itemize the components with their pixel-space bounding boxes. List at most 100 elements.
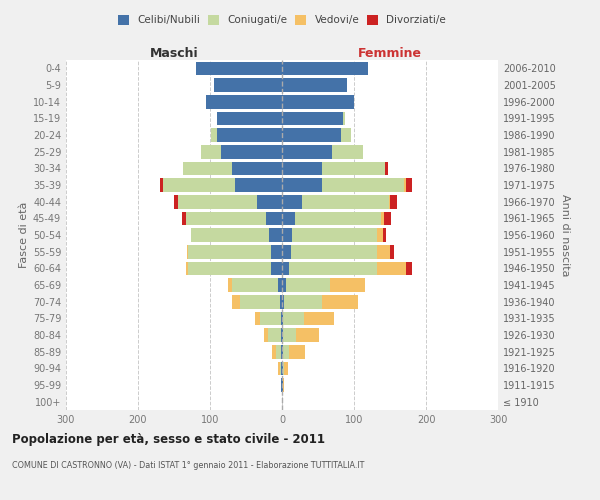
Bar — [191, 228, 269, 242]
Bar — [178, 195, 257, 208]
Bar — [281, 312, 282, 325]
Bar — [322, 162, 385, 175]
Y-axis label: Anni di nascita: Anni di nascita — [560, 194, 569, 276]
Bar — [390, 245, 394, 258]
Bar — [240, 295, 280, 308]
Bar — [282, 278, 286, 292]
Bar — [282, 62, 368, 75]
Bar — [304, 312, 334, 325]
Bar — [284, 362, 289, 375]
Bar — [283, 362, 284, 375]
Bar — [282, 145, 332, 158]
Bar — [278, 278, 282, 292]
Bar — [302, 195, 389, 208]
Bar — [283, 345, 289, 358]
Bar — [382, 212, 384, 225]
Bar — [282, 245, 290, 258]
Bar — [296, 328, 319, 342]
Bar — [275, 345, 281, 358]
Bar — [260, 312, 281, 325]
Bar — [163, 178, 235, 192]
Bar — [232, 162, 282, 175]
Bar — [383, 228, 386, 242]
Bar — [295, 212, 382, 225]
Bar — [188, 245, 271, 258]
Bar — [185, 262, 188, 275]
Bar — [341, 128, 351, 142]
Text: Popolazione per età, sesso e stato civile - 2011: Popolazione per età, sesso e stato civil… — [12, 432, 325, 446]
Bar — [390, 195, 397, 208]
Bar — [272, 345, 275, 358]
Bar — [289, 262, 377, 275]
Bar — [182, 162, 232, 175]
Bar — [406, 262, 412, 275]
Bar — [282, 295, 284, 308]
Bar — [384, 212, 391, 225]
Bar — [280, 362, 281, 375]
Text: Femmine: Femmine — [358, 47, 422, 60]
Bar — [322, 295, 358, 308]
Bar — [269, 228, 282, 242]
Legend: Celibi/Nubili, Coniugati/e, Vedovi/e, Divorziati/e: Celibi/Nubili, Coniugati/e, Vedovi/e, Di… — [118, 15, 446, 26]
Bar — [282, 162, 322, 175]
Bar — [257, 195, 282, 208]
Bar — [282, 112, 343, 125]
Bar — [282, 262, 289, 275]
Bar — [214, 78, 282, 92]
Bar — [232, 295, 240, 308]
Bar — [232, 278, 278, 292]
Bar — [330, 278, 365, 292]
Bar — [406, 178, 412, 192]
Bar — [332, 145, 362, 158]
Bar — [282, 328, 283, 342]
Bar — [282, 212, 295, 225]
Bar — [404, 178, 406, 192]
Bar — [271, 262, 282, 275]
Bar — [290, 245, 377, 258]
Bar — [188, 262, 271, 275]
Bar — [377, 262, 406, 275]
Bar — [289, 345, 305, 358]
Bar — [278, 362, 280, 375]
Bar — [284, 295, 322, 308]
Bar — [221, 145, 282, 158]
Bar — [389, 195, 390, 208]
Bar — [206, 95, 282, 108]
Bar — [266, 212, 282, 225]
Bar — [281, 378, 282, 392]
Bar — [211, 128, 217, 142]
Y-axis label: Fasce di età: Fasce di età — [19, 202, 29, 268]
Bar — [282, 312, 283, 325]
Bar — [187, 245, 188, 258]
Text: Maschi: Maschi — [149, 47, 199, 60]
Bar — [217, 112, 282, 125]
Bar — [283, 328, 296, 342]
Bar — [281, 345, 282, 358]
Bar — [228, 278, 232, 292]
Bar — [282, 228, 292, 242]
Bar — [185, 212, 266, 225]
Bar — [282, 195, 302, 208]
Bar — [282, 78, 347, 92]
Bar — [182, 212, 185, 225]
Bar — [282, 378, 283, 392]
Bar — [283, 312, 304, 325]
Bar — [160, 178, 163, 192]
Bar — [282, 345, 283, 358]
Bar — [282, 178, 322, 192]
Bar — [343, 112, 344, 125]
Bar — [281, 328, 282, 342]
Bar — [200, 145, 221, 158]
Bar — [282, 128, 341, 142]
Bar — [377, 245, 390, 258]
Bar — [322, 178, 404, 192]
Bar — [282, 95, 354, 108]
Bar — [217, 128, 282, 142]
Bar — [254, 312, 260, 325]
Bar — [385, 162, 388, 175]
Bar — [281, 362, 282, 375]
Bar — [271, 245, 282, 258]
Bar — [292, 228, 377, 242]
Bar — [264, 328, 268, 342]
Text: COMUNE DI CASTRONNO (VA) - Dati ISTAT 1° gennaio 2011 - Elaborazione TUTTITALIA.: COMUNE DI CASTRONNO (VA) - Dati ISTAT 1°… — [12, 460, 364, 469]
